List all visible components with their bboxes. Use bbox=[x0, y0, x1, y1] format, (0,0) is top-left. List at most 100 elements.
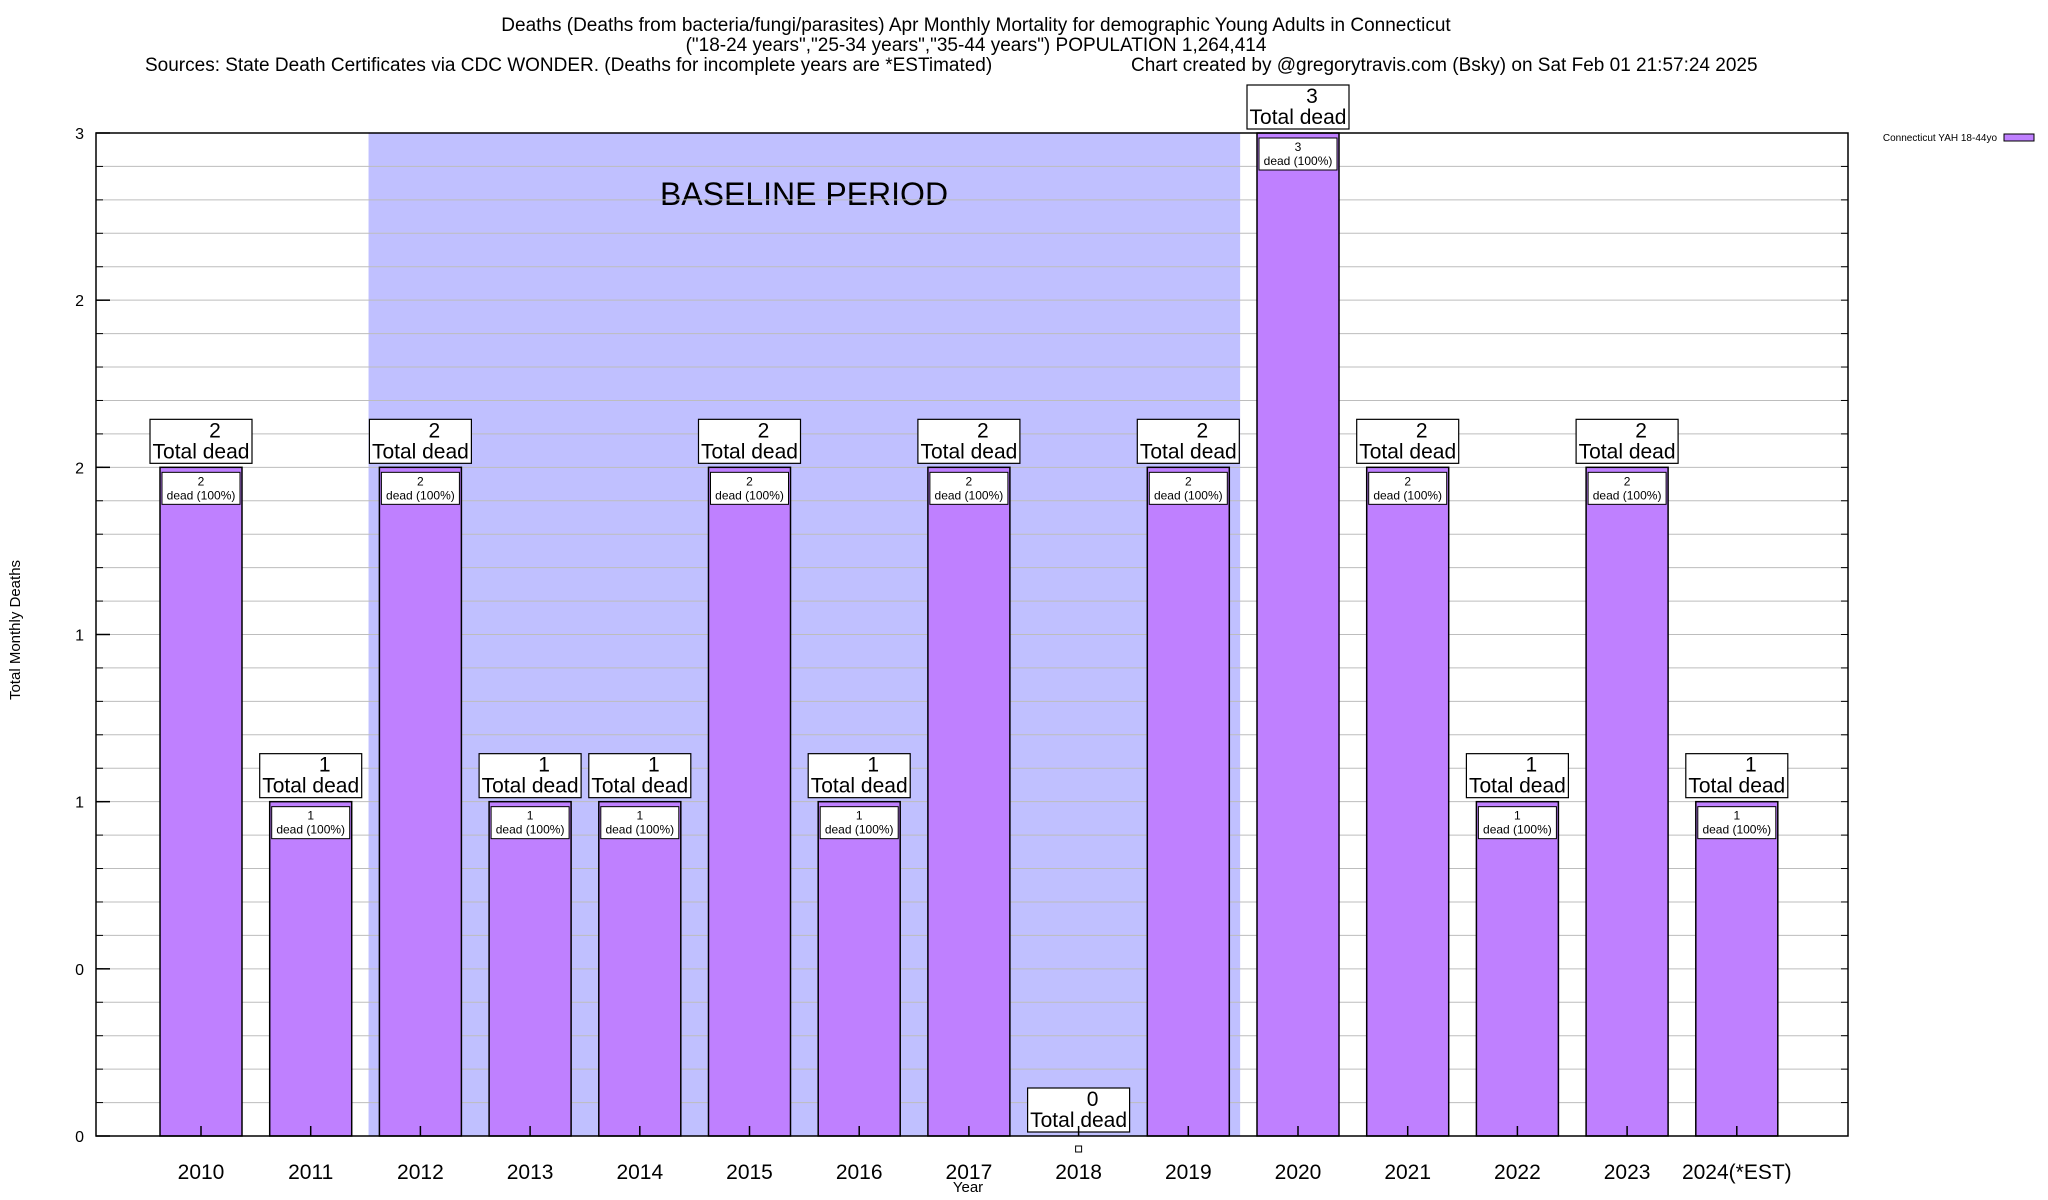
plot-frame bbox=[95, 132, 1849, 1137]
bar bbox=[1146, 466, 1231, 1137]
total-label-box bbox=[1356, 418, 1460, 464]
x-tick-label: 2018 bbox=[1055, 1161, 1102, 1184]
bar bbox=[598, 800, 682, 1137]
total-value: 1 bbox=[648, 754, 660, 777]
bar-inner-value: 2 bbox=[198, 474, 205, 488]
x-tick-label: 2015 bbox=[726, 1161, 773, 1184]
total-label-box bbox=[697, 418, 802, 464]
x-axis: 2010 2011 2012 2013 2014 2015 2016 2017 2018 2019… bbox=[178, 1126, 1792, 1184]
bar-inner-label-box bbox=[1477, 806, 1557, 840]
total-label-text: Total dead bbox=[153, 440, 250, 463]
y-tick-label: 0 bbox=[75, 962, 84, 979]
x-tick-label: 2011 bbox=[288, 1161, 333, 1184]
y-tick-label: 0 bbox=[75, 1129, 84, 1146]
bar-inner-percent: dead (100%) bbox=[1702, 823, 1771, 837]
total-label-box bbox=[1575, 418, 1679, 464]
x-tick-label: 2022 bbox=[1494, 1161, 1541, 1184]
bar-inner-label-box bbox=[1258, 137, 1338, 171]
bar-inner-percent: dead (100%) bbox=[1154, 488, 1223, 502]
bar-inner-percent: dead (100%) bbox=[1264, 154, 1333, 168]
bar-inner-label-box bbox=[161, 471, 241, 505]
total-label-text: Total dead bbox=[262, 775, 359, 798]
bar bbox=[159, 466, 243, 1137]
y-tick-label: 1 bbox=[75, 628, 84, 645]
bar-inner-value: 1 bbox=[636, 809, 643, 823]
bar bbox=[1256, 132, 1340, 1137]
bar-inner-value: 1 bbox=[856, 809, 863, 823]
bar-inner-value: 1 bbox=[527, 809, 534, 823]
bar-inner-label-box bbox=[1587, 471, 1667, 505]
total-label-text: Total dead bbox=[701, 440, 798, 463]
bar bbox=[268, 800, 353, 1137]
x-tick-label: 2021 bbox=[1384, 1161, 1431, 1184]
total-value: 1 bbox=[319, 754, 331, 777]
bar-inner-percent: dead (100%) bbox=[935, 488, 1004, 502]
total-value: 2 bbox=[209, 419, 221, 442]
bar-inner-percent: dead (100%) bbox=[386, 488, 455, 502]
bar-inner-percent: dead (100%) bbox=[1373, 488, 1442, 502]
total-value: 0 bbox=[1087, 1088, 1099, 1111]
y-tick-label: 3 bbox=[75, 126, 84, 143]
total-label-box bbox=[259, 753, 363, 799]
bar-inner-label-box bbox=[1368, 471, 1448, 505]
x-tick-label: 2019 bbox=[1165, 1161, 1212, 1184]
total-label-text: Total dead bbox=[1579, 440, 1676, 463]
x-tick-label: 2023 bbox=[1604, 1161, 1651, 1184]
total-value: 1 bbox=[538, 754, 550, 777]
chart-title-line-1: Deaths (Deaths from bacteria/fungi/paras… bbox=[501, 15, 1451, 36]
bar-inner-label-box bbox=[819, 806, 899, 840]
bar bbox=[927, 466, 1011, 1137]
total-value: 2 bbox=[1196, 419, 1208, 442]
bar-inner-value: 2 bbox=[966, 474, 973, 488]
total-label-box bbox=[1136, 418, 1240, 464]
total-label-box bbox=[807, 753, 911, 799]
total-value: 1 bbox=[867, 754, 879, 777]
total-label-box bbox=[917, 418, 1021, 464]
total-value: 2 bbox=[1416, 419, 1428, 442]
total-label-text: Total dead bbox=[1688, 775, 1785, 798]
total-label-box bbox=[1026, 1087, 1131, 1133]
y-tick-label: 2 bbox=[75, 293, 84, 310]
total-label-box bbox=[588, 753, 692, 799]
y-tick-label: 2 bbox=[75, 460, 84, 477]
total-label-text: Total dead bbox=[1469, 775, 1566, 798]
total-label-box bbox=[149, 418, 253, 464]
bar-inner-value: 3 bbox=[1295, 140, 1302, 154]
legend-label: Connecticut YAH 18-44yo bbox=[1883, 133, 1998, 144]
x-tick-label: 2024(*EST) bbox=[1682, 1161, 1792, 1184]
x-axis-title: Year bbox=[953, 1179, 983, 1196]
bar-inner-value: 1 bbox=[307, 809, 314, 823]
x-tick-label: 2014 bbox=[616, 1161, 663, 1184]
x-tick-label: 2010 bbox=[178, 1161, 225, 1184]
total-label-text: Total dead bbox=[372, 440, 469, 463]
total-label-box bbox=[1465, 753, 1570, 799]
bar-inner-value: 1 bbox=[1733, 809, 1740, 823]
x-tick-label: 2012 bbox=[397, 1161, 444, 1184]
bar-inner-percent: dead (100%) bbox=[825, 823, 894, 837]
x-tick-label: 2016 bbox=[836, 1161, 883, 1184]
y-axis-title: Total Monthly Deaths bbox=[7, 560, 24, 700]
total-value: 3 bbox=[1306, 85, 1318, 108]
total-value: 2 bbox=[1635, 419, 1647, 442]
baseline-period-label: BASELINE PERIOD bbox=[660, 176, 948, 212]
bar-inner-percent: dead (100%) bbox=[1483, 823, 1552, 837]
total-label-box bbox=[478, 753, 582, 799]
bar-inner-label-box bbox=[1697, 806, 1777, 840]
total-label-text: Total dead bbox=[1030, 1109, 1127, 1132]
bar-inner-label-box bbox=[710, 471, 789, 505]
bar-inner-label-box bbox=[380, 471, 460, 505]
total-label-text: Total dead bbox=[920, 440, 1017, 463]
x-tick-label: 2017 bbox=[946, 1161, 993, 1184]
bars bbox=[159, 132, 1779, 1153]
total-label-text: Total dead bbox=[811, 775, 908, 798]
chart-title-line-2: ("18-24 years","25-34 years","35-44 year… bbox=[686, 35, 1267, 56]
bar-inner-value: 2 bbox=[1404, 474, 1411, 488]
bar-inner-percent: dead (100%) bbox=[605, 823, 674, 837]
x-tick-label: 2020 bbox=[1275, 1161, 1322, 1184]
y-tick-label: 1 bbox=[75, 795, 84, 812]
bar bbox=[1695, 800, 1779, 1137]
total-value: 1 bbox=[1745, 754, 1757, 777]
bar-inner-value: 2 bbox=[1185, 474, 1192, 488]
bar-inner-value: 2 bbox=[746, 474, 753, 488]
